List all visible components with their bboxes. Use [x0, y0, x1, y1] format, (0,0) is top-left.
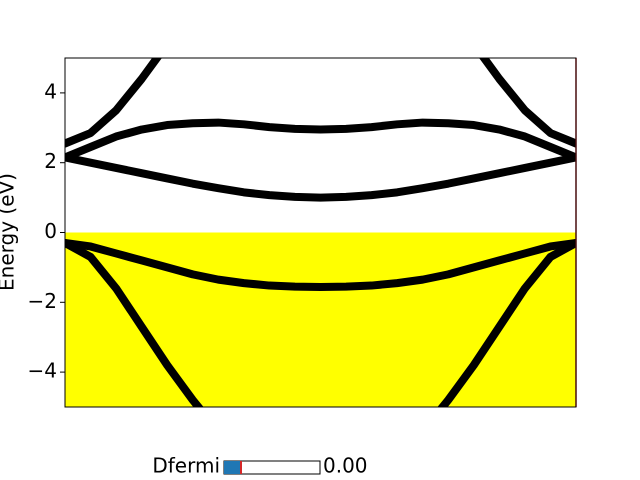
- y-tick-label: 4: [44, 79, 57, 103]
- band-line: [65, 58, 576, 148]
- band-line: [65, 238, 576, 291]
- y-tick-label: −4: [28, 359, 57, 383]
- slider-value: 0.00: [323, 454, 368, 478]
- y-tick-label: 2: [44, 149, 57, 173]
- slider[interactable]: Dfermi 0.00: [152, 454, 367, 478]
- slider-fill: [224, 461, 240, 474]
- y-tick-label: −2: [28, 289, 57, 313]
- band-line: [65, 238, 576, 407]
- band-line: [65, 118, 576, 162]
- y-tick-label: 0: [44, 219, 57, 243]
- slider-label: Dfermi: [152, 454, 220, 478]
- plot-area: [65, 58, 576, 407]
- band-line: [65, 153, 576, 202]
- y-axis-label: Energy (eV): [0, 173, 19, 291]
